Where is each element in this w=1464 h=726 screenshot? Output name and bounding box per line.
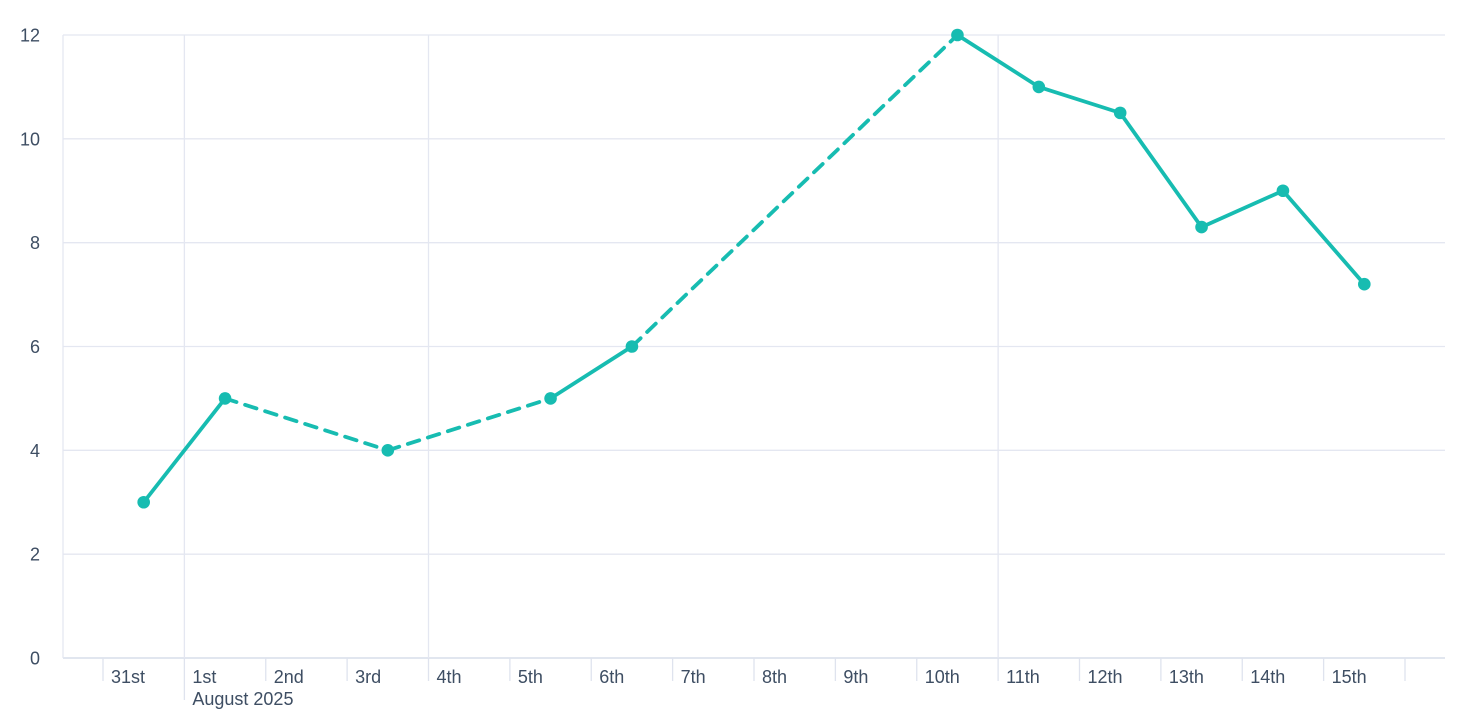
series-segment-solid	[1118, 110, 1204, 229]
series-segment-dashed	[630, 33, 960, 349]
x-axis-tick-label: 1st	[192, 667, 216, 687]
series-segment-solid	[1281, 188, 1367, 287]
x-axis-tick-label: 11th	[1006, 667, 1040, 687]
x-axis-tick-label: 2nd	[274, 667, 304, 687]
x-axis-tick-label: 4th	[437, 667, 462, 687]
data-point-marker[interactable]	[1113, 106, 1127, 120]
data-point-marker[interactable]	[218, 392, 232, 405]
x-axis-tick-label: 7th	[681, 667, 706, 687]
x-axis-tick-label: 15th	[1332, 667, 1367, 687]
data-point-marker[interactable]	[137, 495, 150, 509]
data-point-marker[interactable]	[544, 392, 557, 405]
x-axis-month-label: August 2025	[192, 689, 293, 709]
y-axis-tick-label: 4	[30, 441, 40, 461]
series-segment-solid	[1036, 85, 1123, 115]
y-axis-tick-label: 8	[30, 233, 40, 253]
series-segment-solid	[141, 396, 227, 505]
x-axis-tick-label: 9th	[843, 667, 868, 687]
data-point-marker[interactable]	[381, 444, 395, 457]
x-axis-tick-label: 13th	[1169, 667, 1204, 687]
x-axis-tick-label: 5th	[518, 667, 543, 687]
x-axis-tick-label: 31st	[111, 667, 145, 687]
data-point-marker[interactable]	[625, 340, 639, 353]
x-axis-tick-label: 3rd	[355, 667, 381, 687]
y-axis-tick-label: 2	[30, 545, 40, 565]
data-point-marker[interactable]	[1358, 277, 1371, 291]
series-segment-solid	[548, 344, 634, 401]
data-point-marker[interactable]	[1032, 80, 1046, 94]
y-axis-tick-label: 12	[20, 26, 40, 46]
data-point-marker[interactable]	[951, 28, 964, 42]
series-segment-solid	[955, 33, 1041, 89]
series-segment-dashed	[385, 396, 553, 453]
y-axis-tick-label: 6	[30, 337, 40, 357]
x-axis-tick-label: 6th	[599, 667, 624, 687]
data-point-marker[interactable]	[1276, 184, 1290, 198]
series-segment-solid	[1199, 188, 1285, 229]
data-point-marker[interactable]	[1195, 220, 1208, 234]
series-segment-dashed	[223, 396, 390, 453]
y-axis-tick-label: 10	[20, 129, 40, 149]
x-axis-tick-label: 10th	[925, 667, 960, 687]
x-axis-tick-label: 8th	[762, 667, 787, 687]
x-axis-tick-label: 14th	[1250, 667, 1285, 687]
x-axis-tick-label: 12th	[1088, 667, 1123, 687]
y-axis-tick-label: 0	[30, 649, 40, 669]
